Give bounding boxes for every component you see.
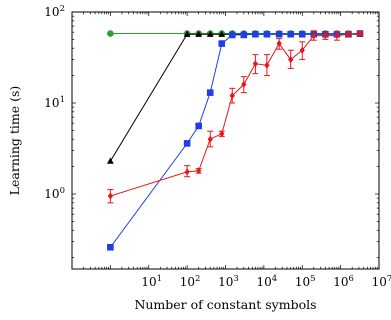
data-point-triangle (195, 30, 203, 37)
data-point-diamond (184, 168, 190, 176)
data-point-triangle (183, 30, 191, 37)
y-tick-label: 100 (44, 186, 65, 201)
data-point-square (252, 30, 259, 38)
data-point-diamond (264, 61, 270, 69)
x-axis-label: Number of constant symbols (134, 297, 316, 312)
y-axis-label: Learning time (s) (7, 86, 22, 196)
data-point-square (240, 31, 248, 39)
series-line (109, 33, 361, 248)
x-tick-label: 105 (295, 274, 316, 289)
y-tick-label: 102 (44, 4, 65, 19)
data-point-square (107, 243, 114, 251)
x-tick-label: 104 (257, 274, 278, 289)
data-point-square (228, 31, 236, 39)
x-tick-label: 107 (372, 274, 391, 289)
data-point-diamond (322, 32, 328, 40)
plot-frame (71, 11, 380, 270)
data-point-diamond (288, 56, 294, 64)
data-point-diamond (357, 30, 363, 38)
data-point-diamond (252, 60, 258, 68)
data-point-diamond (276, 40, 282, 48)
series-square (107, 30, 364, 251)
x-tick-label: 102 (180, 274, 201, 289)
data-point-diamond (107, 192, 113, 200)
data-point-square (287, 30, 294, 38)
data-point-diamond (207, 135, 213, 143)
data-point-diamond (196, 167, 202, 175)
x-tick-label: 101 (141, 274, 162, 289)
data-point-diamond (219, 130, 225, 138)
data-point-diamond (229, 92, 235, 100)
axes: 101 102 103 104 105 106 107 100 101 102 (44, 4, 391, 289)
series-diamond (107, 30, 364, 204)
data-point-diamond (345, 30, 352, 38)
series-line (109, 33, 360, 162)
series-triangle (106, 30, 364, 164)
data-point-diamond (299, 46, 305, 54)
x-tick-label: 103 (218, 274, 239, 289)
data-point-diamond (334, 32, 340, 40)
data-point-diamond (241, 80, 247, 88)
x-tick-label: 106 (333, 274, 354, 289)
data-point-circle (107, 30, 114, 37)
data-point-triangle (106, 157, 114, 164)
plot-area (106, 30, 364, 251)
series-line (110, 33, 361, 197)
data-point-square (195, 122, 202, 130)
data-point-diamond (311, 32, 317, 40)
data-point-square (263, 30, 271, 38)
data-point-square (218, 40, 226, 47)
data-point-triangle (218, 30, 226, 37)
data-point-triangle (206, 30, 214, 37)
data-point-square (298, 30, 306, 38)
data-point-square (275, 30, 283, 38)
data-point-square (183, 140, 191, 147)
y-tick-label: 101 (44, 95, 65, 110)
data-point-square (206, 89, 214, 96)
